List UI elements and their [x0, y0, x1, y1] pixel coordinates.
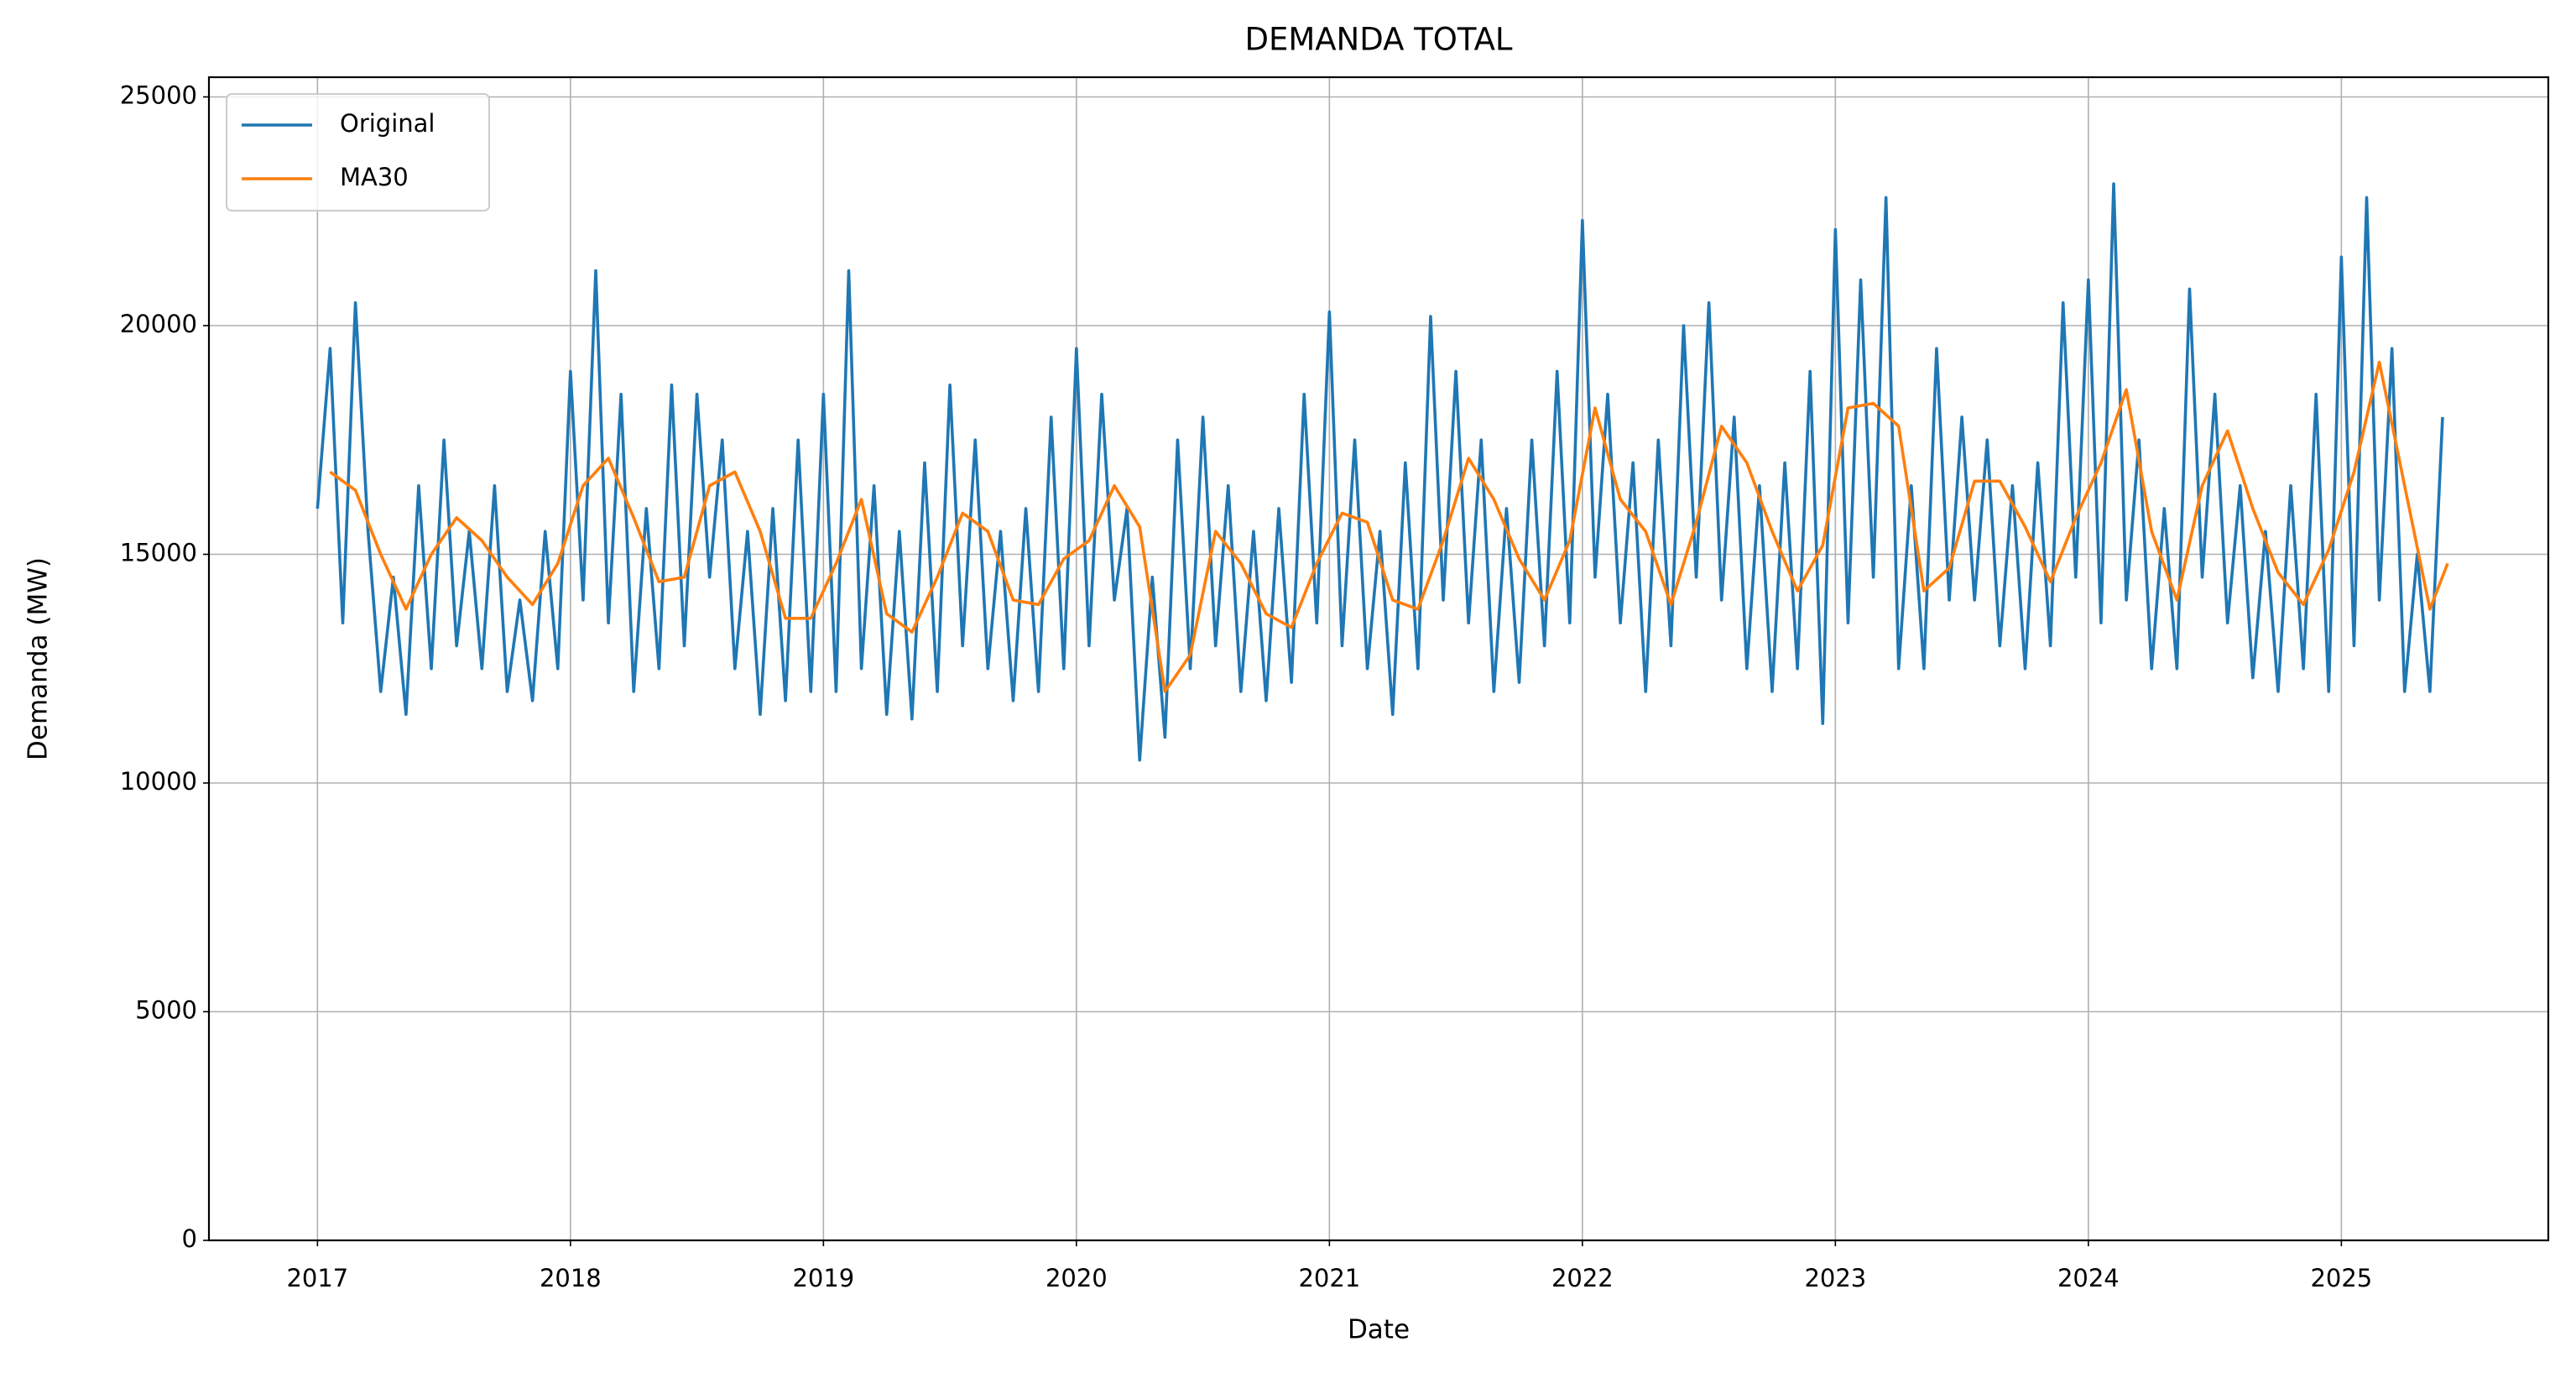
y-tick-label: 10000: [120, 767, 197, 796]
axes-frame: [207, 76, 2550, 1242]
y-tick-label: 5000: [135, 995, 197, 1024]
legend-label: MA30: [340, 163, 409, 191]
x-tick-label: 2019: [792, 1264, 854, 1292]
x-tick-label: 2020: [1046, 1264, 1108, 1292]
y-axis-label: Demanda (MW): [23, 557, 54, 760]
x-tick-label: 2017: [286, 1264, 348, 1292]
x-tick-label: 2023: [1804, 1264, 1866, 1292]
chart-title: DEMANDA TOTAL: [1244, 22, 1512, 58]
y-tick-label: 20000: [120, 310, 197, 338]
series-line: [315, 182, 2444, 762]
x-tick-label: 2021: [1298, 1264, 1360, 1292]
x-tick-label: 2025: [2310, 1264, 2372, 1292]
axes: 0 5000 10000 15000 20000 25000 2017 2018 2019 202…: [120, 81, 2373, 1292]
plot-area: [315, 182, 2449, 762]
legend-box: [226, 93, 490, 211]
legend: Original MA30: [226, 93, 490, 211]
y-tick-label: 0: [182, 1224, 197, 1253]
x-tick-label: 2024: [2057, 1264, 2120, 1292]
legend-label: Original: [340, 109, 435, 138]
series-line: [329, 360, 2449, 693]
x-axis-label: Date: [1348, 1315, 1410, 1345]
x-tick-label: 2018: [540, 1264, 602, 1292]
y-tick-label: 15000: [120, 538, 197, 566]
x-tick-label: 2022: [1551, 1264, 1614, 1292]
y-tick-label: 25000: [120, 81, 197, 109]
grid: [209, 77, 2548, 1241]
